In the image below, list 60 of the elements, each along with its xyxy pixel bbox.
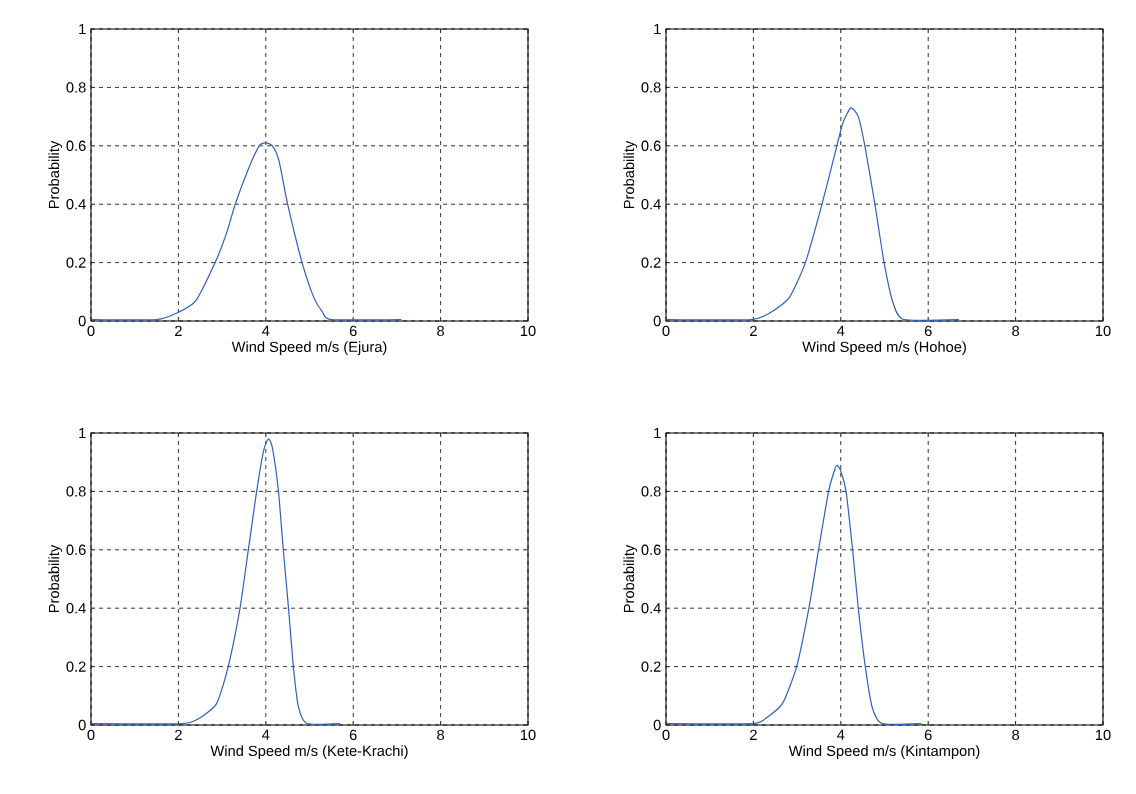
y-tick-label: 1 xyxy=(79,23,86,35)
y-tick-label: 1 xyxy=(79,427,86,439)
y-tick-label: 0 xyxy=(78,719,86,731)
y-tick-label: 0 xyxy=(653,719,661,731)
x-tick-label: 6 xyxy=(349,325,357,337)
x-tick-label: 8 xyxy=(437,729,445,741)
x-axis-title: Wind Speed m/s (Hohoe) xyxy=(802,341,966,355)
x-tick-label: 4 xyxy=(837,729,845,740)
x-tick-label: 0 xyxy=(662,729,670,741)
y-tick-label: 0.8 xyxy=(66,486,86,497)
y-axis-title: Probability xyxy=(48,140,63,209)
x-tick-label: 10 xyxy=(520,325,536,337)
x-axis-title: Wind Speed m/s (Kintampon) xyxy=(788,745,980,759)
y-axis-title: Probability xyxy=(623,544,638,613)
x-tick-label: 2 xyxy=(750,729,757,740)
x-tick-label: 0 xyxy=(662,325,670,337)
y-tick-label: 0.6 xyxy=(66,140,86,151)
x-tick-label: 4 xyxy=(262,729,270,740)
y-tick-label: 0.4 xyxy=(641,199,661,210)
x-tick-label: 10 xyxy=(1095,325,1111,337)
y-tick-label: 0.2 xyxy=(641,257,661,268)
x-tick-label: 2 xyxy=(175,729,182,740)
y-tick-label: 0.4 xyxy=(66,603,86,614)
x-axis-title: Wind Speed m/s (Ejura) xyxy=(231,341,387,355)
y-tick-label: 0.6 xyxy=(641,140,661,151)
y-tick-label: 1 xyxy=(654,427,661,439)
y-tick-label: 0.8 xyxy=(66,82,86,93)
y-tick-label: 0.4 xyxy=(66,199,86,210)
x-tick-label: 2 xyxy=(750,325,757,336)
x-tick-label: 8 xyxy=(1012,325,1020,337)
y-tick-label: 0.8 xyxy=(641,486,661,497)
y-axis-title: Probability xyxy=(623,140,638,209)
x-tick-label: 2 xyxy=(175,325,182,336)
y-tick-label: 0.2 xyxy=(641,661,661,672)
x-tick-label: 8 xyxy=(1012,729,1020,741)
y-axis-title: Probability xyxy=(48,544,63,613)
y-tick-label: 0 xyxy=(653,315,661,327)
x-tick-label: 0 xyxy=(87,325,95,337)
x-tick-label: 6 xyxy=(349,729,357,741)
y-tick-label: 0.6 xyxy=(66,544,86,555)
x-tick-label: 4 xyxy=(837,325,845,336)
y-tick-label: 0.4 xyxy=(641,603,661,614)
y-tick-label: 0.2 xyxy=(66,661,86,672)
line-series xyxy=(666,107,960,321)
x-axis-title: Wind Speed m/s (Kete-Krachi) xyxy=(210,745,408,759)
y-tick-label: 1 xyxy=(654,23,661,35)
y-tick-label: 0.8 xyxy=(641,82,661,93)
x-tick-label: 6 xyxy=(924,325,932,337)
y-tick-label: 0.2 xyxy=(66,257,86,268)
x-tick-label: 4 xyxy=(262,325,270,336)
line-series xyxy=(91,142,402,321)
x-tick-label: 0 xyxy=(87,729,95,741)
x-tick-label: 6 xyxy=(924,729,932,741)
y-tick-label: 0 xyxy=(78,315,86,327)
line-series xyxy=(666,464,923,725)
x-tick-label: 10 xyxy=(1095,729,1111,741)
x-tick-label: 10 xyxy=(520,729,536,741)
x-tick-label: 8 xyxy=(437,325,445,337)
line-series xyxy=(91,438,341,725)
y-tick-label: 0.6 xyxy=(641,544,661,555)
